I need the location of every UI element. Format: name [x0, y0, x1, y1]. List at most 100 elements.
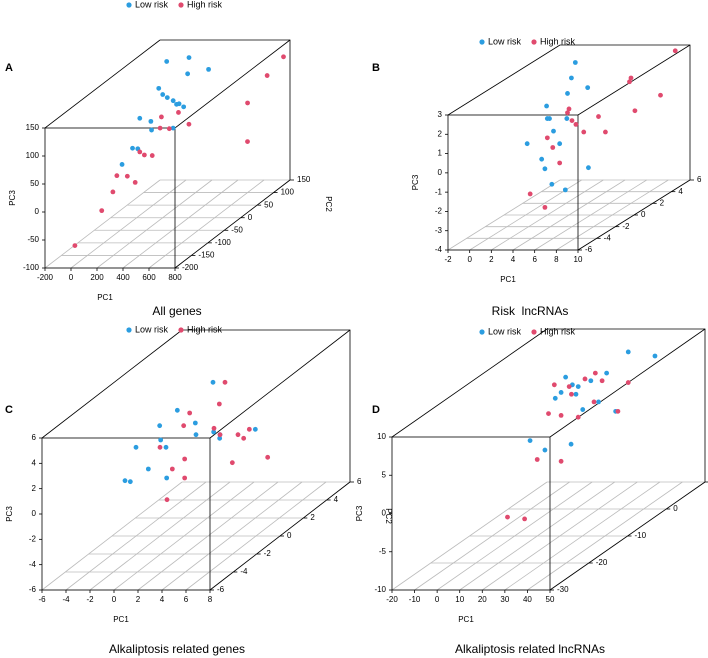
panel-title: All genes: [152, 304, 201, 318]
point: [628, 75, 634, 81]
point: [186, 55, 192, 60]
point: [160, 92, 166, 97]
y-tick-label: 4: [334, 495, 339, 504]
y-axis-label: PC2: [324, 196, 333, 212]
point: [549, 181, 555, 187]
y-tick-label: 0: [287, 531, 292, 540]
point: [169, 466, 175, 472]
y-tick-label: 150: [297, 175, 311, 184]
z-tick-label: 0: [382, 509, 387, 518]
x-tick-label: 0: [467, 255, 472, 264]
point: [542, 204, 548, 210]
x-tick-label: 2: [489, 255, 494, 264]
point: [569, 391, 574, 397]
x-tick-label: -10: [409, 595, 421, 604]
point: [176, 110, 181, 115]
point: [542, 166, 548, 172]
x-tick-label: -20: [386, 595, 398, 604]
point: [157, 423, 163, 429]
z-tick-label: 1: [438, 149, 443, 158]
z-tick-label: 2: [438, 129, 443, 138]
z-tick-label: -5: [379, 547, 387, 556]
point: [206, 66, 211, 72]
point: [163, 444, 169, 450]
point: [527, 438, 533, 443]
point: [557, 141, 563, 147]
point: [211, 425, 217, 431]
point: [164, 475, 170, 481]
point: [551, 128, 556, 134]
box-front: [41, 437, 211, 591]
point: [164, 59, 170, 64]
x-tick-label: 10: [455, 595, 464, 604]
point: [672, 48, 678, 54]
z-tick-label: 4: [32, 458, 37, 467]
legend-marker: [178, 2, 184, 8]
x-tick-label: 40: [523, 595, 532, 604]
z-tick-label: -2: [29, 534, 37, 543]
point: [658, 92, 663, 98]
point: [145, 466, 151, 472]
box-edge: [174, 39, 291, 129]
z-tick-label: 0: [35, 207, 40, 216]
x-tick-label: 30: [500, 595, 509, 604]
point: [625, 380, 631, 385]
box-edge: [577, 179, 691, 251]
point: [581, 129, 587, 135]
point: [192, 420, 198, 426]
point: [588, 378, 594, 384]
point: [229, 460, 235, 466]
point: [187, 410, 193, 416]
point: [164, 497, 170, 503]
point: [246, 426, 252, 432]
y-tick-label: -6: [585, 245, 593, 254]
z-tick-label: 150: [26, 123, 40, 132]
point: [119, 162, 125, 167]
box-back: [182, 329, 351, 482]
point: [133, 444, 139, 450]
point: [542, 447, 548, 453]
point: [157, 125, 163, 131]
point: [573, 391, 579, 397]
point: [222, 379, 228, 385]
z-tick-label: -100: [23, 263, 40, 272]
legend-label: Low risk: [135, 324, 169, 334]
point: [547, 116, 552, 121]
box-edge: [391, 328, 548, 438]
point: [604, 370, 610, 376]
z-tick-label: 0: [438, 168, 443, 177]
point: [552, 395, 558, 401]
point: [575, 384, 581, 389]
point: [582, 376, 588, 382]
point: [572, 60, 578, 65]
legend-label: Low risk: [488, 326, 522, 336]
legend-marker: [531, 329, 537, 335]
legend-marker: [479, 329, 485, 335]
point: [599, 378, 605, 384]
point: [122, 478, 128, 484]
legend-marker: [126, 2, 132, 8]
point: [563, 374, 569, 380]
point: [592, 370, 598, 376]
point: [211, 429, 217, 435]
point: [596, 114, 601, 119]
point: [558, 458, 564, 464]
y-tick-label: 50: [264, 200, 273, 209]
point: [551, 382, 557, 388]
z-tick-label: -2: [435, 207, 443, 216]
box-edge: [44, 39, 161, 129]
y-tick-label: -150: [198, 251, 215, 260]
box-edge: [577, 44, 691, 116]
point: [524, 141, 530, 147]
point: [580, 407, 586, 412]
x-tick-label: 8: [208, 595, 213, 604]
point: [558, 390, 564, 395]
point: [564, 116, 570, 121]
point: [210, 379, 216, 385]
point: [186, 121, 192, 127]
point: [159, 114, 164, 120]
z-tick-label: 2: [32, 484, 37, 493]
box-back: [560, 44, 691, 180]
y-tick-label: -6: [217, 585, 225, 594]
